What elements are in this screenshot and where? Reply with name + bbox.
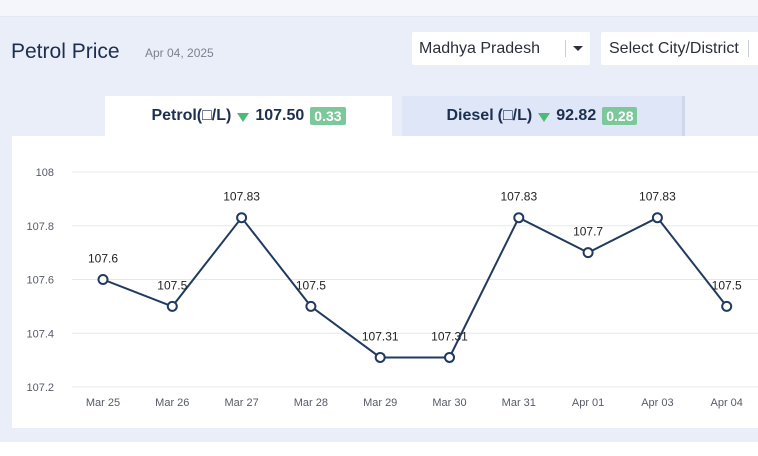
price-data-label: 107.83 [223,190,260,204]
x-tick-label: Apr 03 [641,397,673,409]
price-point [721,300,733,312]
city-select[interactable]: Select City/District [601,32,758,65]
price-point [236,212,248,224]
x-tick-label: Mar 26 [155,397,189,409]
x-tick-label: Mar 31 [502,397,536,409]
price-point [305,300,317,312]
state-select-value: Madhya Pradesh [419,39,540,57]
tab-diesel-fuel: Diesel [446,107,494,124]
price-data-label: 107.31 [431,329,468,343]
tab-petrol-unit: (□/L) [196,107,232,124]
tab-diesel-change-badge: 0.28 [602,107,638,125]
state-select[interactable]: Madhya Pradesh [412,32,590,65]
price-date: Apr 04, 2025 [145,46,214,60]
x-tick-label: Mar 27 [224,397,258,409]
price-point [444,351,455,363]
price-data-label: 107.5 [157,278,187,292]
tab-petrol-change-badge: 0.33 [310,107,346,125]
price-point [97,274,109,285]
y-tick-label: 107.2 [26,382,54,394]
x-tick-label: Apr 04 [710,397,742,409]
price-chart: 108 107.8 107.6 107.4 107.2 Mar 25 Mar 26 Mar 2… [12,136,758,428]
x-tick-label: Mar 28 [294,397,328,409]
city-select-placeholder: Select City/District [609,39,739,57]
top-strip [0,0,758,17]
price-point [651,212,663,224]
price-data-label: 107.7 [573,225,603,239]
select-divider [748,40,749,57]
price-data-label: 107.5 [712,278,742,292]
price-data-label: 107.83 [639,190,676,204]
tab-diesel[interactable]: Diesel (□/L) 92.82 0.28 [402,96,685,136]
x-tick-label: Mar 25 [86,397,120,409]
price-data-label: 107.31 [362,329,399,343]
x-tick-label: Mar 29 [363,397,397,409]
y-tick-label: 107.8 [26,221,54,233]
price-series-line [102,216,728,359]
price-point [582,247,594,259]
tab-petrol-fuel: Petrol [151,107,197,124]
price-down-icon [237,112,250,122]
price-data-label: 107.5 [296,278,326,292]
y-tick-label: 107.4 [26,328,54,340]
tab-petrol[interactable]: Petrol (□/L) 107.50 0.33 [105,96,392,136]
y-tick-label: 107.6 [26,275,54,287]
price-down-icon [538,112,551,122]
price-line-chart: 108 107.8 107.6 107.4 107.2 Mar 25 Mar 26 Mar 2… [26,167,758,409]
tab-petrol-price: 107.50 [255,107,305,124]
price-data-label: 107.83 [500,190,537,204]
price-point [166,300,178,312]
page-title: Petrol Price [11,40,120,63]
tab-diesel-unit: (□/L) [497,107,533,124]
price-point [374,351,386,363]
price-data-label: 107.6 [88,252,118,266]
tab-diesel-price: 92.82 [556,107,597,124]
select-divider [565,40,566,57]
x-tick-label: Mar 30 [432,397,466,409]
y-tick-label: 108 [36,167,54,179]
chevron-down-icon[interactable] [573,46,583,51]
x-tick-label: Apr 01 [572,397,604,409]
price-point [513,212,525,224]
